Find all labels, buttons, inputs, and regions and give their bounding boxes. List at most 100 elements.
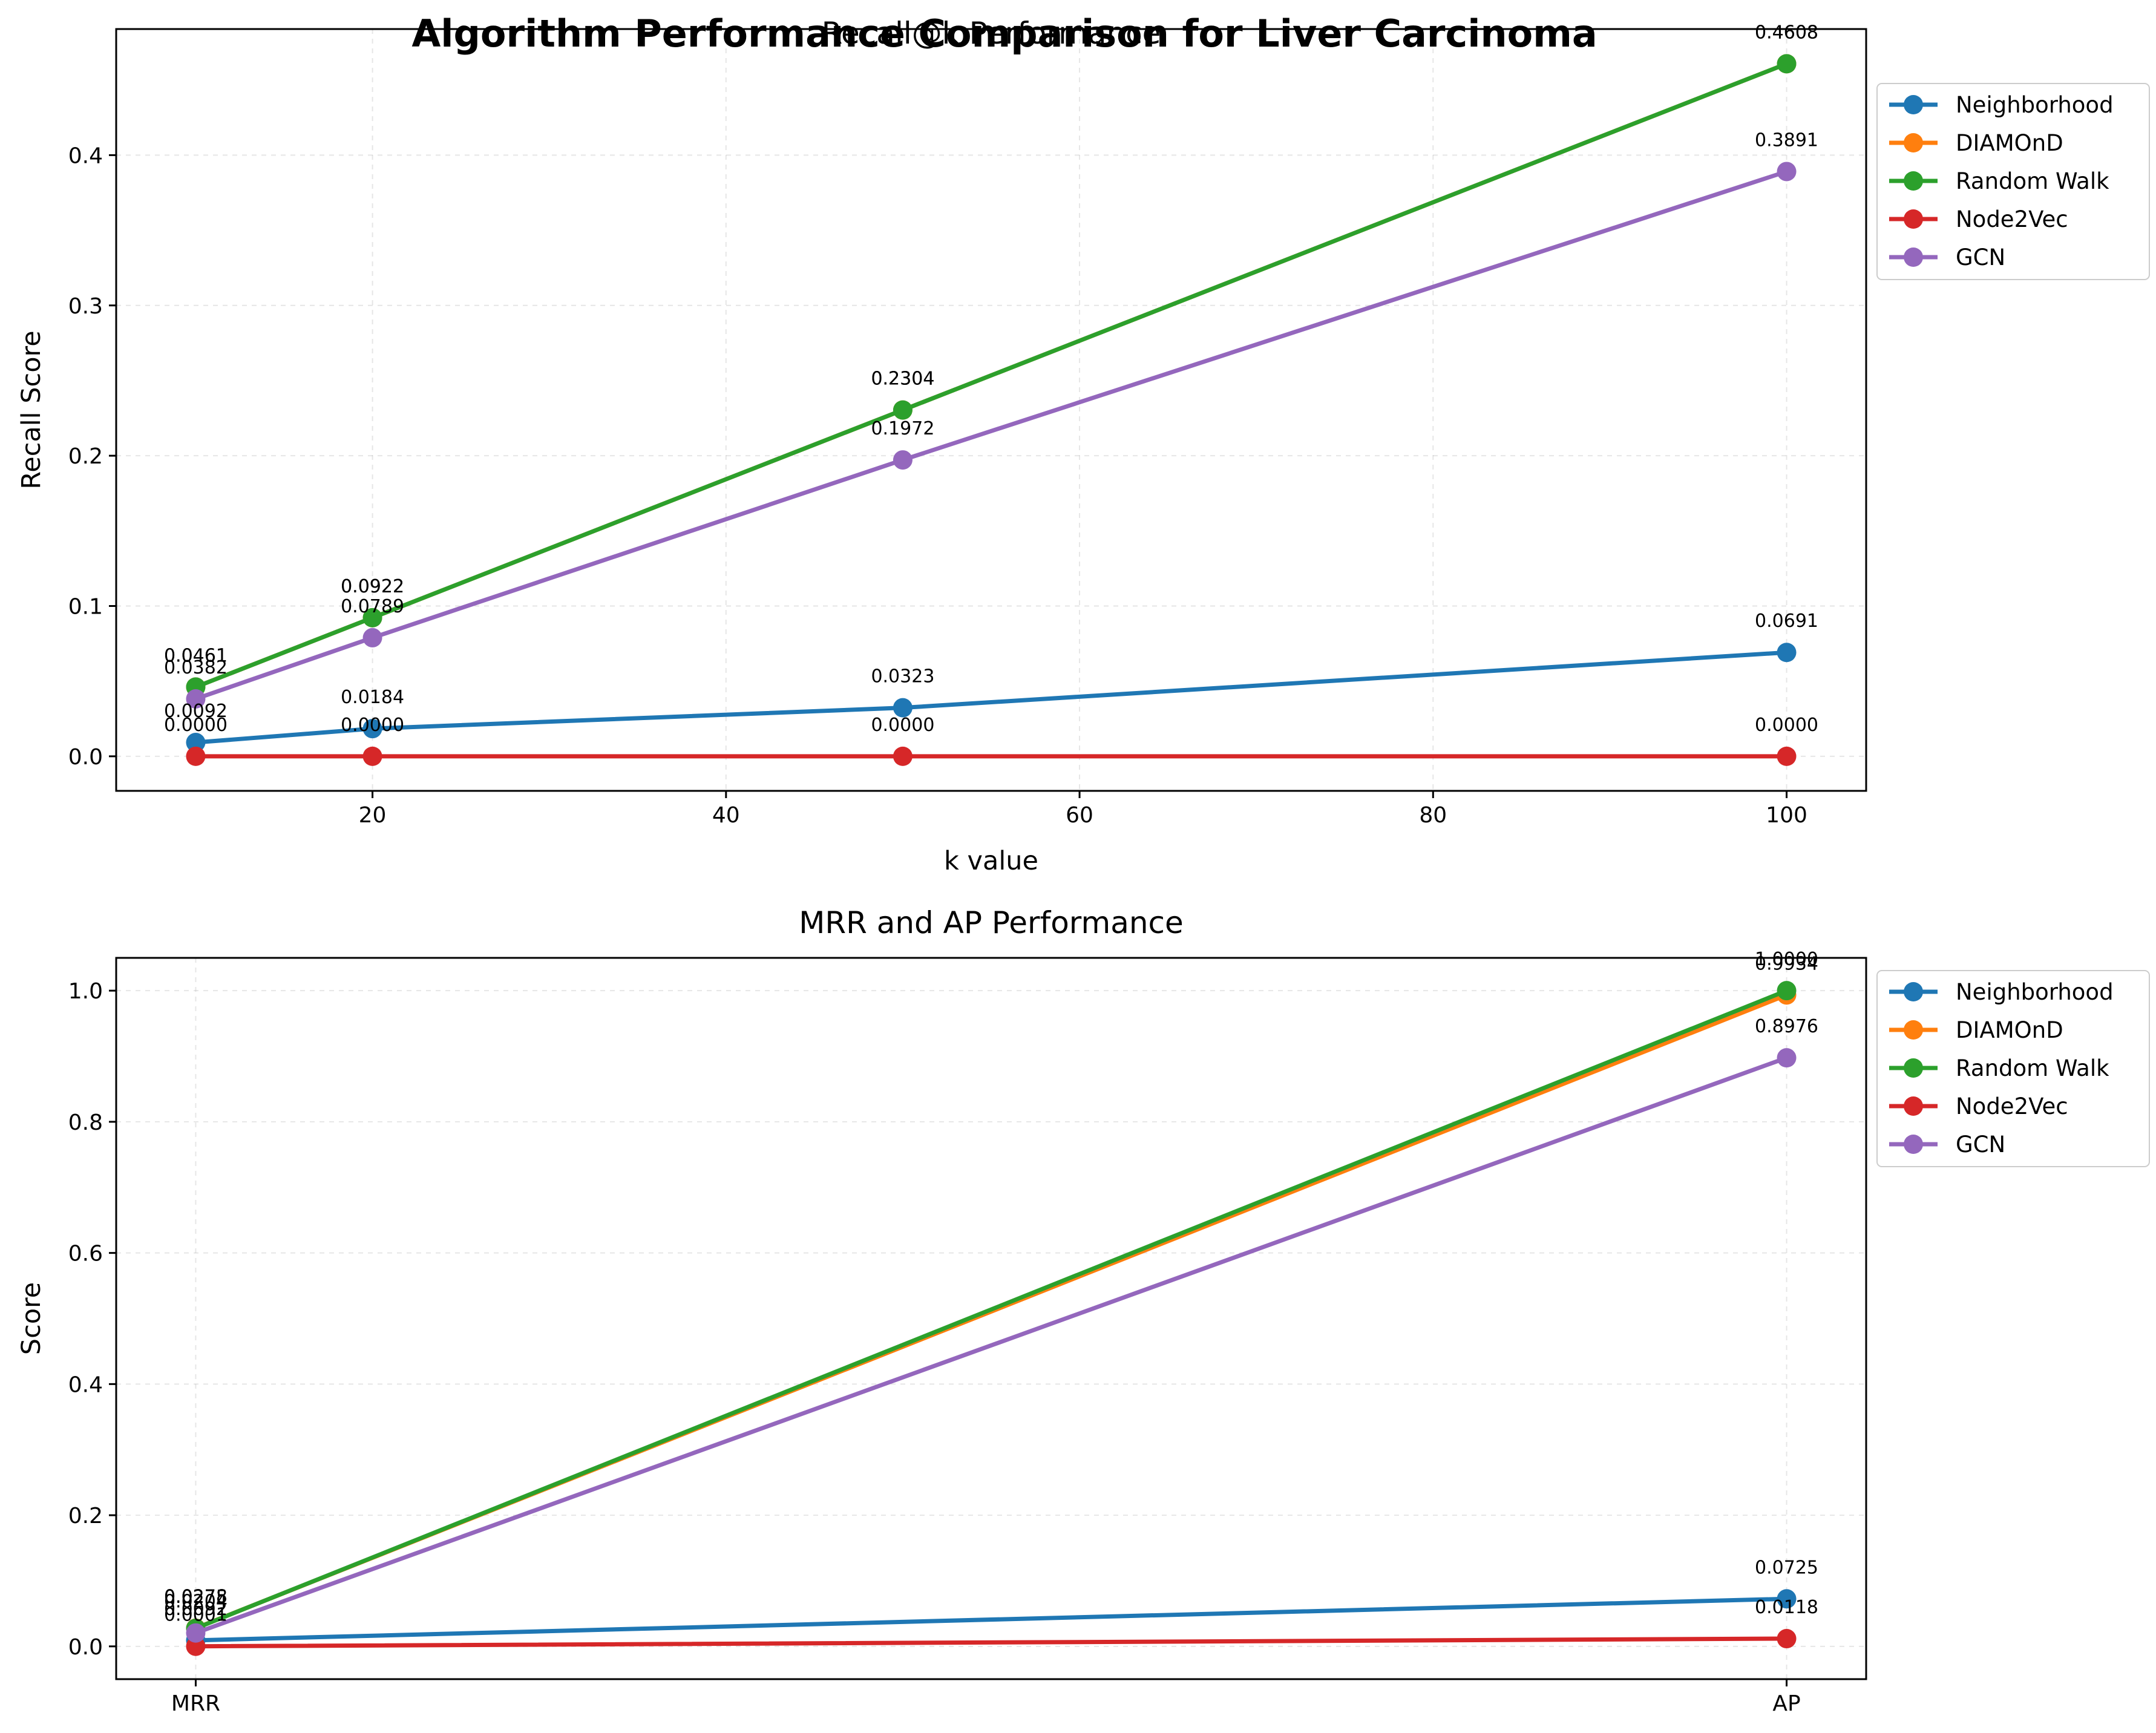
- plot-frame: [115, 28, 1867, 792]
- data-point: [362, 627, 382, 647]
- data-label: 1.0000: [1755, 949, 1818, 970]
- data-label: 0.0725: [1755, 1557, 1818, 1578]
- data-point: [1777, 1629, 1797, 1649]
- data-label: 0.0000: [1755, 715, 1818, 736]
- series-line: [193, 61, 1789, 689]
- data-label: 0.0000: [164, 715, 228, 736]
- y-tick-label: 0.8: [68, 1110, 103, 1135]
- data-point: [186, 746, 206, 766]
- y-tick-label: 0.3: [68, 294, 103, 319]
- data-point: [1777, 1589, 1797, 1609]
- y-tick-label: 1.0: [68, 979, 103, 1004]
- data-label: 0.0461: [164, 645, 228, 666]
- series-line: [193, 988, 1789, 1631]
- legend-swatch-marker: [1904, 133, 1923, 152]
- y-tick-label: 0.0: [68, 1635, 103, 1660]
- data-point: [893, 698, 913, 718]
- data-point: [186, 1623, 206, 1643]
- data-point: [1777, 54, 1797, 74]
- data-label: 0.0092: [164, 1599, 228, 1620]
- data-label: 0.0001: [164, 1605, 228, 1626]
- data-point: [186, 689, 206, 709]
- data-label: 0.0461: [164, 645, 228, 666]
- legend-swatch-marker: [1904, 982, 1923, 1001]
- data-label: 0.0278: [164, 1587, 228, 1608]
- data-label: 0.0275: [164, 1587, 228, 1608]
- legend-entry: Random Walk: [1956, 1055, 2109, 1081]
- legend-swatch-marker: [1904, 247, 1923, 267]
- data-point: [362, 746, 382, 766]
- x-tick-label: 80: [1419, 803, 1447, 828]
- legend-entry: Node2Vec: [1956, 1093, 2068, 1119]
- legend-swatch-marker: [1904, 1135, 1923, 1154]
- data-label: 0.0789: [341, 596, 404, 617]
- legend-swatch-marker: [1904, 171, 1923, 191]
- data-label: 0.0922: [341, 576, 404, 597]
- legend: Neighborhood DIAMOnD Random Walk Node2Vec GC…: [1876, 970, 2150, 1167]
- data-point: [893, 450, 913, 470]
- data-label: 0.2304: [871, 369, 934, 390]
- recall-at-k-chart: 0.0092 0.0184 0.0323 0.0691 0.0461 0.0922 0.23…: [16, 16, 2150, 876]
- data-point: [186, 1636, 206, 1656]
- legend-entry: Neighborhood: [1956, 92, 2114, 118]
- data-point: [362, 719, 382, 739]
- legend-entry: Random Walk: [1956, 168, 2109, 194]
- legend-entry: GCN: [1956, 1132, 2005, 1158]
- data-label: 0.4608: [1755, 22, 1818, 43]
- data-label: 0.0000: [341, 715, 404, 736]
- x-tick-label: MRR: [171, 1691, 220, 1716]
- y-tick-label: 0.1: [68, 595, 103, 620]
- data-label: 0.0118: [1755, 1597, 1818, 1618]
- series-line: [193, 650, 1789, 745]
- data-label: 0.0922: [341, 576, 404, 597]
- legend-entry: Neighborhood: [1956, 979, 2114, 1005]
- y-tick-label: 0.0: [68, 745, 103, 770]
- data-label: 0.9934: [1755, 953, 1818, 974]
- x-tick-label: 20: [359, 803, 387, 828]
- legend-entry: DIAMOnD: [1956, 1017, 2063, 1043]
- mrr-ap-chart: 0.00920.07250.02780.99340.02751.00000.00…: [16, 905, 2150, 1716]
- data-label: 0.0382: [164, 657, 228, 678]
- legend-entry: Node2Vec: [1956, 206, 2068, 232]
- x-tick-label: 100: [1766, 803, 1807, 828]
- legend-swatch-marker: [1904, 95, 1923, 114]
- legend-swatch-marker: [1904, 1020, 1923, 1040]
- legend-entry: DIAMOnD: [1956, 130, 2063, 156]
- legend-box: [1876, 970, 2150, 1167]
- data-point: [1777, 1048, 1797, 1068]
- data-label: 0.0000: [871, 715, 934, 736]
- y-axis-label: Recall Score: [16, 330, 47, 489]
- legend-entry: GCN: [1956, 244, 2005, 270]
- y-axis-label: Score: [16, 1282, 47, 1355]
- data-point: [1777, 746, 1797, 766]
- data-point: [1777, 981, 1797, 1001]
- y-tick-label: 0.2: [68, 1504, 103, 1528]
- legend: Neighborhood DIAMOnD Random Walk Node2Vec GC…: [1876, 83, 2150, 280]
- series-line: [193, 169, 1789, 701]
- data-label: 0.0204: [164, 1591, 228, 1613]
- legend-swatch-marker: [1904, 1096, 1923, 1116]
- data-point: [1777, 643, 1797, 663]
- y-tick-label: 0.4: [68, 1372, 103, 1397]
- data-label: 0.8976: [1755, 1016, 1818, 1037]
- data-label: 0.0092: [164, 701, 228, 722]
- data-label: 0.0691: [1755, 611, 1818, 632]
- data-point: [1777, 162, 1797, 182]
- chart-title: MRR and AP Performance: [799, 905, 1184, 940]
- legend-box: [1876, 83, 2150, 280]
- series-line: [193, 1636, 1789, 1649]
- x-tick-label: 60: [1066, 803, 1093, 828]
- data-point: [893, 746, 913, 766]
- data-label: 0.1972: [871, 418, 934, 439]
- data-label: 0.3891: [1755, 129, 1818, 151]
- y-tick-label: 0.2: [68, 444, 103, 469]
- series-line: [193, 1055, 1789, 1636]
- x-tick-label: AP: [1772, 1691, 1800, 1716]
- legend-swatch-marker: [1904, 1058, 1923, 1078]
- y-tick-label: 0.4: [68, 143, 103, 168]
- data-label: 0.4608: [1755, 22, 1818, 43]
- figure-title: Algorithm Performance Comparison for Liv…: [411, 11, 1597, 56]
- x-axis-label: k value: [944, 846, 1038, 876]
